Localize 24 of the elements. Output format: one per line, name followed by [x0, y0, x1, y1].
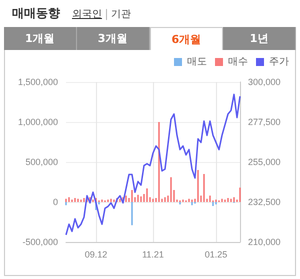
y2-tick-label: 255,000	[248, 157, 281, 167]
y2-tick-label: 232,500	[248, 197, 281, 207]
x-tick-label: 09.12	[84, 250, 108, 260]
text: 1년	[223, 27, 296, 50]
y-tick-label: 1,500,000	[18, 77, 58, 87]
x-tick-label: 11.21	[142, 250, 164, 260]
legend-label: 매도	[187, 56, 207, 68]
legend-label: 매수	[228, 56, 248, 68]
text: 외국인	[72, 9, 102, 20]
legend-label: 주가	[269, 56, 289, 68]
y-tick-label: 1,000,000	[18, 117, 58, 127]
text: 1개월	[4, 27, 77, 50]
text: 기관	[106, 9, 131, 20]
x-tick-label: 01.25	[204, 250, 228, 260]
y-tick-label: -500,000	[22, 237, 58, 247]
y2-tick-label: 300,000	[248, 77, 281, 87]
y-tick-label: 500,000	[25, 157, 58, 167]
chart-title: 매매동향	[12, 5, 60, 22]
text: 6개월	[150, 27, 224, 50]
y-tick-label: 0	[52, 197, 58, 207]
y2-tick-label: 277,500	[248, 117, 281, 127]
text: 3개월	[76, 27, 150, 50]
y2-tick-label: 210,000	[248, 237, 281, 247]
line-series	[65, 94, 241, 236]
